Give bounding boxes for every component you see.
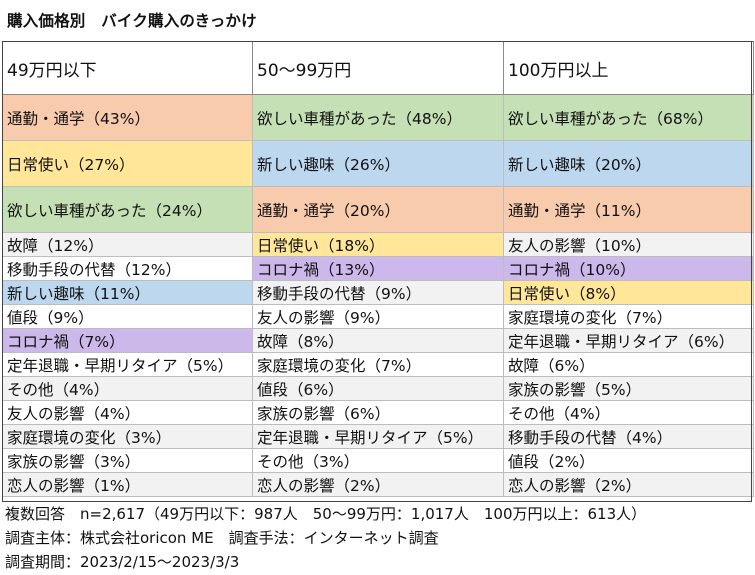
chart-title: 購入価格別 バイク購入のきっかけ xyxy=(7,12,257,30)
table-cell: 恋人の影響（2%） xyxy=(503,472,754,497)
table-cell: 通勤・通学（20%） xyxy=(252,186,504,233)
table-cell: 新しい趣味（11%） xyxy=(2,280,253,305)
table-cell: コロナ禍（10%） xyxy=(503,256,754,281)
table-cell: 家族の影響（3%） xyxy=(2,448,253,473)
header-row: 49万円以下 50～99万円 100万円以上 xyxy=(2,41,754,95)
table-cell: 欲しい車種があった（24%） xyxy=(2,186,253,233)
table-row: その他（4%） 値段（6%） 家族の影響（5%） xyxy=(2,376,754,401)
survey-period: 調査期間：2023/2/15～2023/3/3 xyxy=(5,553,240,571)
table-cell: 家族の影響（5%） xyxy=(503,376,754,401)
table-cell: 定年退職・早期リタイア（6%） xyxy=(503,328,754,353)
table-cell: その他（3%） xyxy=(252,448,504,473)
column-header: 50～99万円 xyxy=(252,41,504,95)
table-cell: 日常使い（18%） xyxy=(252,232,504,257)
column-header: 49万円以下 xyxy=(2,41,253,95)
survey-method: 調査主体：株式会社oricon ME 調査手法：インターネット調査 xyxy=(5,529,439,547)
table-cell: 通勤・通学（43%） xyxy=(2,94,253,141)
column-header: 100万円以上 xyxy=(503,41,754,95)
table-cell: その他（4%） xyxy=(503,400,754,425)
table-cell: 家族の影響（6%） xyxy=(252,400,504,425)
table-row: 移動手段の代替（12%） コロナ禍（13%） コロナ禍（10%） xyxy=(2,256,754,281)
sample-note: 複数回答 n=2,617（49万円以下：987人 50～99万円：1,017人 … xyxy=(5,505,647,523)
ranking-table: 49万円以下 50～99万円 100万円以上 通勤・通学（43%） 欲しい車種があ… xyxy=(2,41,754,497)
table-cell: 家庭環境の変化（7%） xyxy=(252,352,504,377)
table-cell: 移動手段の代替（9%） xyxy=(252,280,504,305)
table-row: 家庭環境の変化（3%） 定年退職・早期リタイア（5%） 移動手段の代替（4%） xyxy=(2,424,754,449)
table-row: 家族の影響（3%） その他（3%） 値段（2%） xyxy=(2,448,754,473)
table-cell: 移動手段の代替（12%） xyxy=(2,256,253,281)
table-row: 値段（9%） 友人の影響（9%） 家庭環境の変化（7%） xyxy=(2,304,754,329)
table-cell: 家庭環境の変化（3%） xyxy=(2,424,253,449)
table-row: 新しい趣味（11%） 移動手段の代替（9%） 日常使い（8%） xyxy=(2,280,754,305)
table-row: 恋人の影響（1%） 恋人の影響（2%） 恋人の影響（2%） xyxy=(2,472,754,497)
table-cell: 友人の影響（4%） xyxy=(2,400,253,425)
table-row: 定年退職・早期リタイア（5%） 家庭環境の変化（7%） 故障（6%） xyxy=(2,352,754,377)
table-cell: 故障（8%） xyxy=(252,328,504,353)
table-cell: 恋人の影響（1%） xyxy=(2,472,253,497)
table-cell: 値段（6%） xyxy=(252,376,504,401)
table-cell: 故障（12%） xyxy=(2,232,253,257)
table-row: 友人の影響（4%） 家族の影響（6%） その他（4%） xyxy=(2,400,754,425)
table-cell: コロナ禍（13%） xyxy=(252,256,504,281)
table-cell: 定年退職・早期リタイア（5%） xyxy=(2,352,253,377)
table-cell: その他（4%） xyxy=(2,376,253,401)
table-cell: 移動手段の代替（4%） xyxy=(503,424,754,449)
table-cell: 欲しい車種があった（68%） xyxy=(503,94,754,141)
table-cell: 友人の影響（9%） xyxy=(252,304,504,329)
table-row: 通勤・通学（43%） 欲しい車種があった（48%） 欲しい車種があった（68%） xyxy=(2,94,754,141)
table-row: コロナ禍（7%） 故障（8%） 定年退職・早期リタイア（6%） xyxy=(2,328,754,353)
table-cell: コロナ禍（7%） xyxy=(2,328,253,353)
table-cell: 通勤・通学（11%） xyxy=(503,186,754,233)
table-cell: 故障（6%） xyxy=(503,352,754,377)
table-cell: 定年退職・早期リタイア（5%） xyxy=(252,424,504,449)
table-row: 故障（12%） 日常使い（18%） 友人の影響（10%） xyxy=(2,232,754,257)
table-cell: 日常使い（27%） xyxy=(2,140,253,187)
table-row: 欲しい車種があった（24%） 通勤・通学（20%） 通勤・通学（11%） xyxy=(2,186,754,233)
table-cell: 新しい趣味（20%） xyxy=(503,140,754,187)
table-cell: 恋人の影響（2%） xyxy=(252,472,504,497)
table-row: 日常使い（27%） 新しい趣味（26%） 新しい趣味（20%） xyxy=(2,140,754,187)
table-cell: 新しい趣味（26%） xyxy=(252,140,504,187)
table-cell: 欲しい車種があった（48%） xyxy=(252,94,504,141)
table-cell: 日常使い（8%） xyxy=(503,280,754,305)
table-cell: 値段（9%） xyxy=(2,304,253,329)
table-cell: 値段（2%） xyxy=(503,448,754,473)
table-cell: 家庭環境の変化（7%） xyxy=(503,304,754,329)
table-cell: 友人の影響（10%） xyxy=(503,232,754,257)
